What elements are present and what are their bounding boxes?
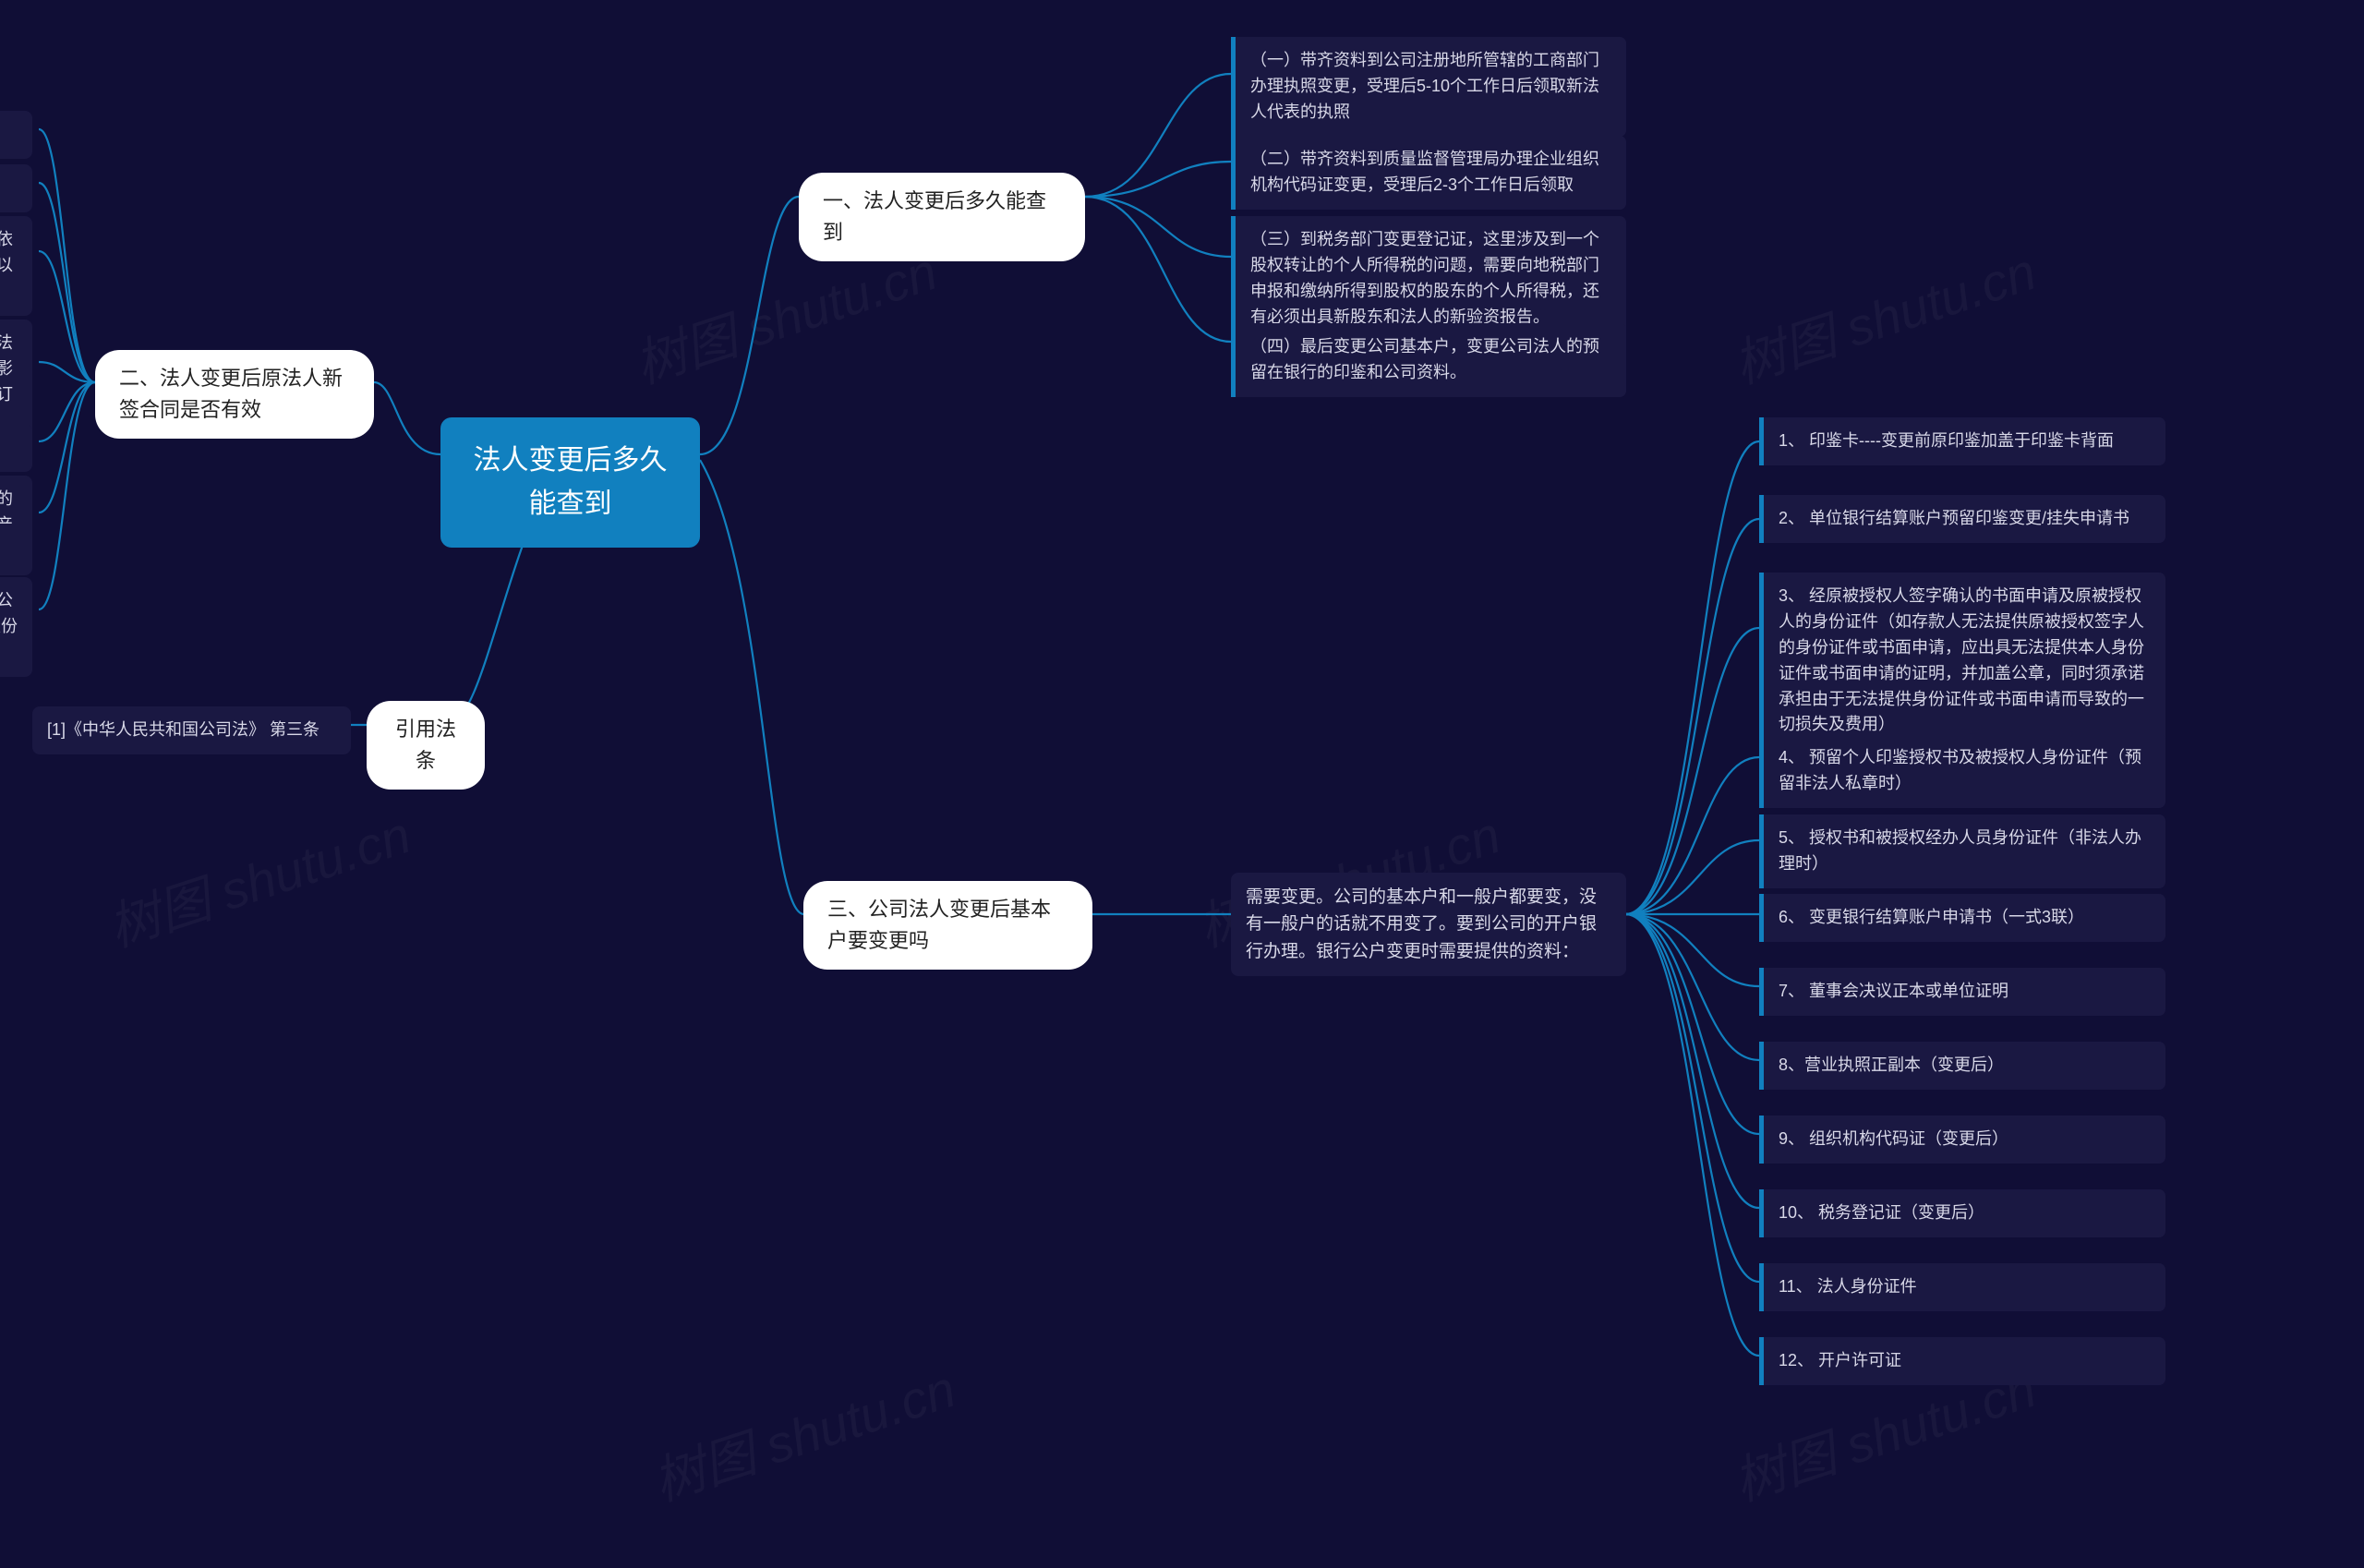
- branch3-leaf-7[interactable]: 7、 董事会决议正本或单位证明: [1759, 968, 2165, 1016]
- branch1-child-2[interactable]: （二）带齐资料到质量监督管理局办理企业组织机构代码证变更，受理后2-3个工作日后…: [1231, 136, 1626, 210]
- branch-4[interactable]: 引用法条: [367, 701, 485, 790]
- branch4-child-1[interactable]: [1]《中华人民共和国公司法》 第三条: [32, 706, 351, 754]
- branch3-leaf-2[interactable]: 2、 单位银行结算账户预留印鉴变更/挂失申请书: [1759, 495, 2165, 543]
- branch3-leaf-3[interactable]: 3、 经原被授权人签字确认的书面申请及原被授权人的身份证件（如存款人无法提供原被…: [1759, 573, 2165, 749]
- branch2-child-1[interactable]: 是有效的，这个代表的是公司签合同。: [0, 111, 32, 159]
- branch1-child-1[interactable]: （一）带齐资料到公司注册地所管辖的工商部门办理执照变更，受理后5-10个工作日后…: [1231, 37, 1626, 137]
- branch2-child-7[interactable]: 有限责任公司的股东以其认缴的出资额为限对公司承担责任;股份有限公司的股东以其认购…: [0, 577, 32, 677]
- watermark: 树图 shutu.cn: [643, 1348, 964, 1516]
- watermark: 树图 shutu.cn: [1723, 231, 2044, 399]
- branch3-intermediate[interactable]: 需要变更。公司的基本户和一般户都要变，没有一般户的话就不用变了。要到公司的开户银…: [1231, 873, 1626, 976]
- branch-1[interactable]: 一、法人变更后多久能查到: [799, 173, 1085, 261]
- branch3-leaf-12[interactable]: 12、 开户许可证: [1759, 1337, 2165, 1385]
- branch1-child-4[interactable]: （四）最后变更公司基本户，变更公司法人的预留在银行的印鉴和公司资料。: [1231, 323, 1626, 397]
- branch2-child-5[interactable]: 相关法律知识: [0, 424, 32, 472]
- branch2-child-3[interactable]: 公司依照公司法设立的，有独立的财产，能够依自己的名义享有民事权利和承担民事义务，…: [0, 216, 32, 316]
- branch-2[interactable]: 二、法人变更后原法人新签合同是否有效: [95, 350, 374, 439]
- branch3-leaf-8[interactable]: 8、营业执照正副本（变更后）: [1759, 1042, 2165, 1090]
- branch-3[interactable]: 三、公司法人变更后基本户要变更吗: [803, 881, 1092, 970]
- branch3-leaf-10[interactable]: 10、 税务登记证（变更后）: [1759, 1189, 2165, 1237]
- branch2-child-6[interactable]: 《公司法》第三条：公司是企业法人，有独立的法人财产，享有法人财产权。公司以其全部…: [0, 476, 32, 575]
- branch3-leaf-5[interactable]: 5、 授权书和被授权经办人员身份证件（非法人办理时）: [1759, 814, 2165, 888]
- branch3-leaf-11[interactable]: 11、 法人身份证件: [1759, 1263, 2165, 1311]
- branch3-leaf-4[interactable]: 4、 预留个人印鉴授权书及被授权人身份证件（预留非法人私章时）: [1759, 734, 2165, 808]
- branch2-child-2[interactable]: 公司法人代表变更不需要重签合同。: [0, 164, 32, 212]
- watermark: 树图 shutu.cn: [98, 794, 419, 962]
- branch3-leaf-6[interactable]: 6、 变更银行结算账户申请书（一式3联）: [1759, 894, 2165, 942]
- root-node[interactable]: 法人变更后多久能查到: [440, 417, 700, 548]
- branch3-leaf-9[interactable]: 9、 组织机构代码证（变更后）: [1759, 1116, 2165, 1164]
- branch3-leaf-1[interactable]: 1、 印鉴卡----变更前原印鉴加盖于印鉴卡背面: [1759, 417, 2165, 465]
